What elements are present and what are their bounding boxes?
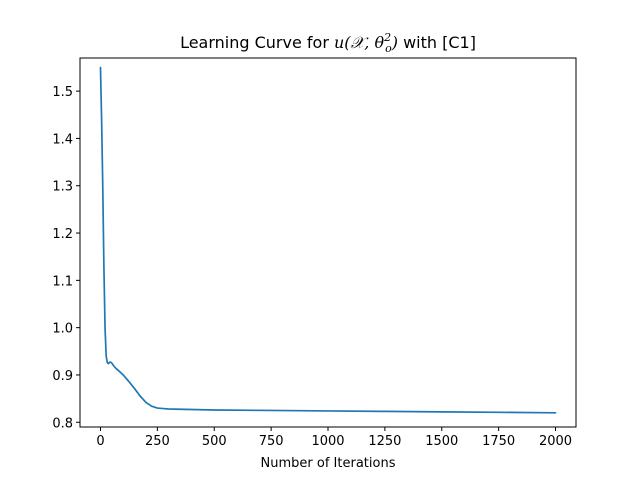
x-tick-label: 1000 [311, 434, 344, 449]
x-axis-label: Number of Iterations [261, 456, 396, 471]
y-axis-ticks: 0.8 0.9 1.0 1.1 1.2 1.3 1.4 1.5 [52, 85, 80, 431]
chart-title-math-sub: o [385, 42, 392, 55]
y-tick-label: 0.8 [52, 416, 73, 431]
chart-title-math-close: ) [391, 33, 398, 52]
chart-title-suffix: with [C1] [398, 33, 476, 52]
x-axis-ticks: 0 250 500 750 1000 1250 1500 1750 2000 [96, 427, 572, 449]
y-tick-label: 1.2 [52, 227, 73, 242]
x-tick-label: 500 [202, 434, 227, 449]
plot-area [99, 66, 557, 414]
chart-title-math-sup: 2 [383, 31, 391, 44]
x-tick-label: 250 [145, 434, 170, 449]
axes-frame [79, 57, 577, 428]
y-tick-label: 1.0 [52, 322, 73, 337]
series-line-0 [99, 66, 557, 414]
x-tick-label: 1250 [368, 434, 401, 449]
y-tick-label: 1.3 [52, 180, 73, 195]
y-tick-label: 0.9 [52, 369, 73, 384]
x-tick-label: 2000 [539, 434, 572, 449]
x-tick-label: 750 [259, 434, 284, 449]
chart-title-math: u(𝒳, θ [334, 33, 384, 52]
y-tick-label: 1.1 [52, 274, 73, 289]
y-tick-label: 1.4 [52, 132, 73, 147]
x-tick-label: 1500 [425, 434, 458, 449]
chart-title-prefix: Learning Curve for [180, 33, 334, 52]
chart-title: Learning Curve for u(𝒳, θ2 o) with [C1] [180, 31, 476, 55]
x-tick-label: 0 [96, 434, 104, 449]
y-tick-label: 1.5 [52, 85, 73, 100]
x-tick-label: 1750 [482, 434, 515, 449]
